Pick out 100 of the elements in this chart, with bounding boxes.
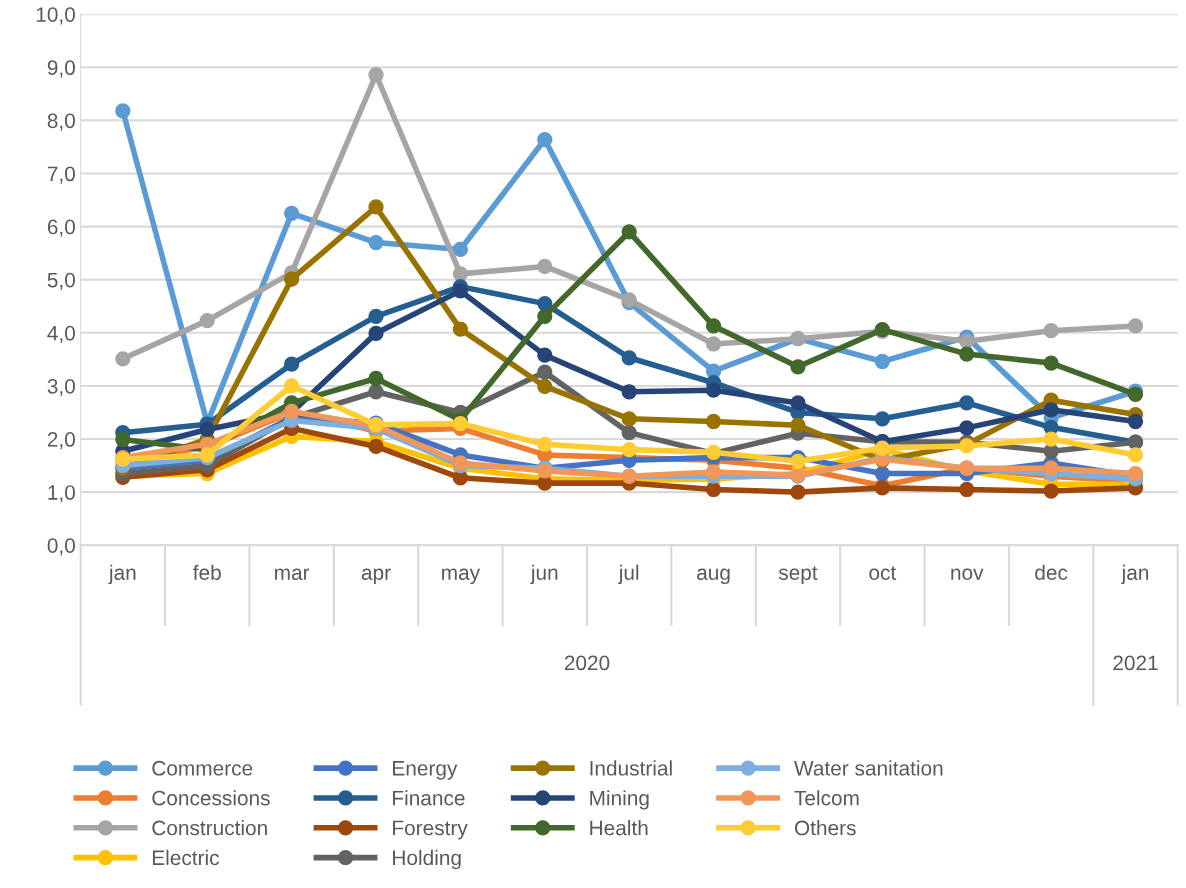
x-tick-label: mar xyxy=(275,568,310,580)
point xyxy=(368,384,384,400)
point xyxy=(537,436,553,452)
x-tick-label: jan xyxy=(1121,564,1149,585)
point xyxy=(115,431,131,448)
point xyxy=(705,382,722,398)
x-tick-label: nov xyxy=(951,568,984,580)
point xyxy=(1127,413,1144,430)
point xyxy=(790,484,806,500)
legend-label: Commerce xyxy=(152,760,253,776)
legend-label: Energy xyxy=(393,761,458,780)
point xyxy=(537,295,553,312)
point xyxy=(368,325,384,341)
point xyxy=(1043,460,1059,476)
point xyxy=(959,420,975,436)
y-tick-label: 4,0 xyxy=(47,325,75,344)
point xyxy=(115,351,131,367)
point xyxy=(1043,483,1059,499)
y-tick-label: 9,0 xyxy=(47,60,75,78)
point xyxy=(283,378,300,394)
point xyxy=(537,258,553,275)
legend-label: Industrial xyxy=(590,760,672,776)
text: 2021 xyxy=(1113,655,1158,671)
point xyxy=(874,411,890,427)
point xyxy=(621,411,637,427)
point xyxy=(537,308,553,325)
y-tick-label: 5,0 xyxy=(47,272,75,290)
point xyxy=(199,312,215,329)
legend-label: Health xyxy=(590,819,648,836)
text: 2020 xyxy=(564,655,610,671)
legend-label: Concessions xyxy=(152,790,270,806)
x-tick-label: oct xyxy=(869,566,897,580)
point xyxy=(283,356,300,372)
point xyxy=(283,271,300,287)
legend-label: Telcom xyxy=(794,790,859,806)
point xyxy=(1043,355,1059,371)
x-tick-label: jan xyxy=(108,564,136,585)
point xyxy=(1043,323,1059,339)
y-tick-label: 3,0 xyxy=(47,378,75,397)
point xyxy=(537,378,553,395)
point xyxy=(705,413,722,430)
point xyxy=(537,131,553,148)
x-tick-label: aug xyxy=(697,568,730,585)
y-tick-label: 7,0 xyxy=(47,166,75,184)
point xyxy=(621,425,637,441)
point xyxy=(1127,318,1144,334)
point xyxy=(199,421,215,438)
legend-label: Mining xyxy=(590,790,649,810)
x-tick-label: jun xyxy=(530,564,558,585)
point xyxy=(621,350,637,366)
y-tick-label: 1,0 xyxy=(48,485,75,503)
legend-label: Construction xyxy=(152,819,267,836)
point xyxy=(368,370,384,387)
y-tick-label: 6,0 xyxy=(47,219,75,237)
point xyxy=(621,224,637,240)
point xyxy=(790,453,806,469)
point xyxy=(452,266,469,282)
point xyxy=(368,234,384,251)
legend-label: Electric xyxy=(152,849,220,866)
legend-label: Finance xyxy=(393,790,465,806)
y-tick-label: 2,0 xyxy=(47,432,75,450)
legend-label: Others xyxy=(794,819,856,836)
point xyxy=(959,395,975,411)
point xyxy=(959,346,975,362)
point xyxy=(705,318,722,334)
point xyxy=(790,395,806,411)
point xyxy=(705,481,722,498)
point xyxy=(537,364,553,380)
x-tick-label: jul xyxy=(618,564,639,585)
y-tick-label: 0,0 xyxy=(47,538,75,556)
legend-label: Forestry xyxy=(393,820,468,840)
point xyxy=(452,415,469,432)
point xyxy=(283,205,300,221)
point xyxy=(537,347,553,363)
point xyxy=(790,359,806,375)
point xyxy=(621,442,637,458)
point xyxy=(959,481,975,498)
x-tick-label: feb xyxy=(193,564,221,580)
legend-label: Water sanitation xyxy=(794,760,943,776)
point xyxy=(368,199,384,215)
point xyxy=(1043,431,1059,447)
point xyxy=(705,336,722,352)
point xyxy=(537,475,553,491)
point xyxy=(452,283,469,299)
point xyxy=(1127,447,1144,463)
point xyxy=(621,384,637,400)
point xyxy=(368,438,384,455)
point xyxy=(368,67,384,83)
point xyxy=(874,353,890,370)
x-tick-label: sept xyxy=(778,566,818,585)
point xyxy=(452,321,469,337)
point xyxy=(959,333,975,349)
point xyxy=(874,465,890,482)
x-tick-label: may xyxy=(442,568,481,585)
x-tick-label: apr xyxy=(361,568,391,585)
point xyxy=(705,464,722,480)
point xyxy=(1043,402,1059,418)
point xyxy=(115,103,131,119)
y-tick-label: 8,0 xyxy=(47,113,75,131)
legend-label: Holding xyxy=(393,849,461,870)
